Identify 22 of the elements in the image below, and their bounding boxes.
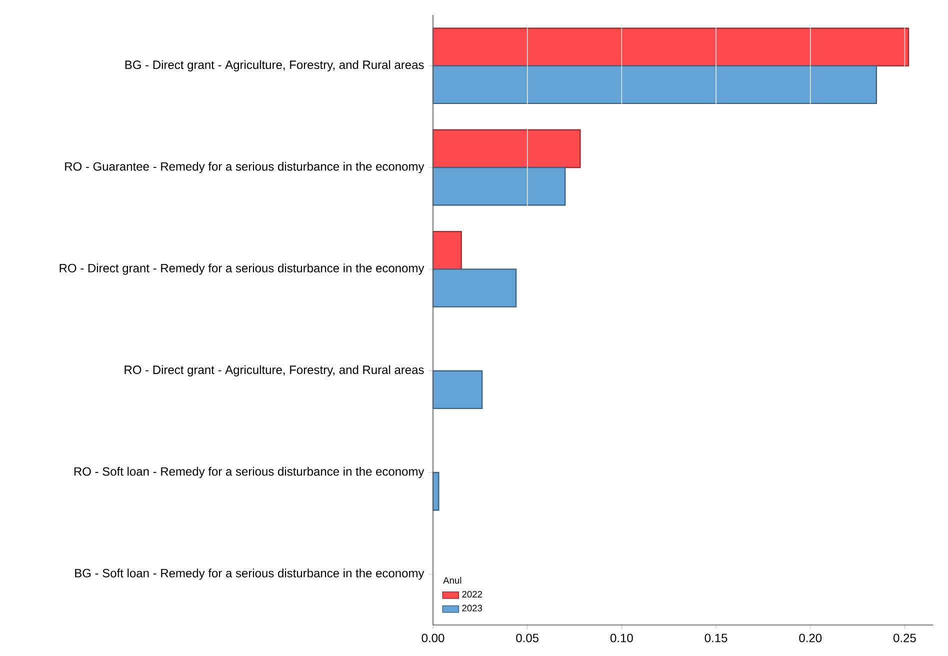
bar [432,28,910,66]
x-tick-label: 0.15 [704,634,728,642]
bar [432,65,878,104]
legend-label: 2022 [462,590,482,598]
y-tick-label: BG - Direct grant - Agriculture, Forestry, and Rural areas [125,60,424,72]
x-tick-label: 0.20 [799,634,822,642]
x-tick-label: 0.25 [893,634,916,642]
x-tick-label: 0.00 [422,634,444,642]
bar [432,230,462,270]
x-tick-label: 0.10 [610,634,633,642]
bar [432,166,566,206]
bar [432,129,581,168]
x-tick-label: 0.05 [516,634,539,642]
bar [432,370,483,410]
y-tick-label: RO - Soft loan - Remedy for a serious disturbance in the economy [74,466,424,478]
y-tick-label: RO - Guarantee - Remedy for a serious disturbance in the economy [65,162,424,174]
y-tick-label: BG - Soft loan - Remedy for a serious disturbance in the economy [75,568,424,580]
legend-label: 2023 [462,604,482,612]
y-tick-label: RO - Direct grant - Agriculture, Forestry, and Rural areas [124,365,424,376]
legend-title: Anul [443,576,462,584]
y-tick-label: RO - Direct grant - Remedy for a serious disturbance in the economy [60,264,424,275]
bar [432,268,517,308]
